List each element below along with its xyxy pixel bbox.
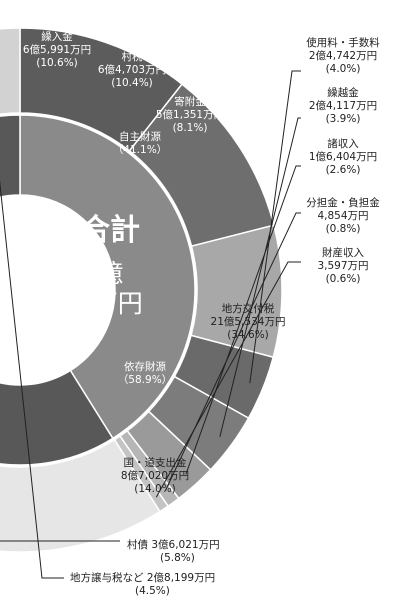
inner-slice-1 bbox=[0, 114, 114, 466]
label-inner-0: 自主財源（41.1%） bbox=[113, 130, 167, 156]
center-total-line1: 62億 bbox=[67, 259, 124, 288]
label-outer-11-leader bbox=[0, 180, 64, 579]
label-outer-2-line-0: 寄附金 bbox=[174, 95, 206, 108]
label-outer-0: 繰入金 6億5,991万円(10.6%) bbox=[23, 30, 91, 69]
label-outer-8: 地方交付税 21億5,534万円(34.6%) bbox=[211, 302, 286, 341]
label-outer-4-line-1: 2億4,117万円 bbox=[309, 99, 377, 112]
label-outer-4-leader bbox=[219, 117, 301, 437]
label-outer-8-line-0: 地方交付税 bbox=[222, 302, 275, 315]
label-outer-7-line-2: (0.6%) bbox=[326, 273, 361, 285]
label-outer-6-line-1: 4,854万円 bbox=[317, 210, 368, 222]
label-outer-2: 寄附金 5億1,351万円(8.1%) bbox=[156, 95, 224, 134]
label-outer-11: 地方譲与税など 2億8,199万円(4.5%) bbox=[70, 571, 215, 597]
label-outer-3-line-2: (4.0%) bbox=[326, 63, 361, 75]
label-outer-8-line-1: 21億5,534万円 bbox=[211, 315, 286, 328]
label-outer-8-line-2: (34.6%) bbox=[227, 329, 269, 341]
label-outer-6-line-0: 分担金・負担金 bbox=[306, 196, 380, 209]
label-outer-4-line-0: 繰越金 bbox=[327, 86, 359, 99]
label-outer-0-line-1: 6億5,991万円 bbox=[23, 43, 91, 56]
label-outer-3-line-0: 使用料・手数料 bbox=[306, 36, 380, 49]
label-outer-1-line-0: 村税 bbox=[122, 50, 143, 63]
label-outer-9-line-1: 8億7,020万円 bbox=[121, 469, 189, 482]
label-outer-9-line-2: (14.0%) bbox=[134, 483, 176, 495]
label-outer-2-line-1: 5億1,351万円 bbox=[156, 108, 224, 121]
label-outer-5-line-1: 1億6,404万円 bbox=[309, 150, 377, 163]
label-outer-6-line-2: (0.8%) bbox=[326, 223, 361, 235]
outer-ring bbox=[0, 27, 283, 553]
label-outer-0-line-0: 繰入金 bbox=[41, 30, 73, 43]
label-outer-11-line-1: (4.5%) bbox=[135, 585, 170, 597]
label-outer-0-line-2: (10.6%) bbox=[36, 57, 78, 69]
inner-slice-0 bbox=[19, 114, 196, 440]
label-outer-5-line-2: (2.6%) bbox=[326, 164, 361, 176]
label-outer-11-line-0: 地方譲与税など 2億8,199万円 bbox=[70, 571, 215, 584]
label-inner-0-line-1: （41.1%） bbox=[113, 144, 167, 156]
label-outer-10-leader bbox=[0, 540, 120, 542]
label-inner-1: 依存財源（58.9%） bbox=[118, 360, 172, 386]
label-outer-1-line-2: (10.4%) bbox=[111, 77, 153, 89]
label-outer-5-leader bbox=[185, 165, 301, 475]
label-outer-5: 諸収入 1億6,404万円(2.6%) bbox=[309, 137, 377, 176]
label-outer-1-line-1: 6億4,703万円 bbox=[98, 63, 166, 76]
center-total-line2: 2,533万円 bbox=[21, 289, 143, 318]
outer-slice-8 bbox=[0, 438, 161, 553]
center-title: 歳入合計 bbox=[20, 213, 140, 248]
label-outer-4: 繰越金 2億4,117万円(3.9%) bbox=[309, 86, 377, 125]
label-outer-5-line-0: 諸収入 bbox=[327, 137, 359, 150]
label-outer-10-line-0: 村債 3億6,021万円 bbox=[127, 538, 220, 551]
label-inner-1-line-0: 依存財源 bbox=[124, 360, 166, 373]
leader-lines bbox=[0, 70, 301, 579]
slice-labels: 自主財源（41.1%） 依存財源（58.9%） 繰入金 6億5,991万円(10.6%… bbox=[23, 30, 380, 597]
inner-ring bbox=[0, 114, 196, 466]
label-outer-10: 村債 3億6,021万円(5.8%) bbox=[127, 538, 220, 564]
label-outer-7: 財産収入 3,597万円(0.6%) bbox=[317, 246, 368, 285]
label-outer-6-leader bbox=[164, 212, 301, 492]
label-inner-1-line-1: （58.9%） bbox=[118, 374, 172, 386]
label-outer-7-line-0: 財産収入 bbox=[322, 246, 364, 259]
label-outer-2-line-2: (8.1%) bbox=[173, 122, 208, 134]
label-outer-6: 分担金・負担金 4,854万円(0.8%) bbox=[306, 196, 380, 235]
label-outer-3-line-1: 2億4,742万円 bbox=[309, 49, 377, 62]
label-outer-3-leader bbox=[249, 70, 301, 384]
label-outer-4-line-2: (3.9%) bbox=[326, 113, 361, 125]
label-outer-9-line-0: 国・道支出金 bbox=[124, 456, 187, 469]
outer-slice-11 bbox=[0, 27, 21, 115]
label-outer-10-line-1: (5.8%) bbox=[160, 552, 195, 564]
label-outer-1: 村税 6億4,703万円(10.4%) bbox=[98, 50, 166, 89]
label-inner-0-line-0: 自主財源 bbox=[119, 130, 161, 143]
label-outer-9: 国・道支出金 8億7,020万円(14.0%) bbox=[121, 456, 189, 495]
label-outer-7-leader bbox=[155, 261, 301, 498]
label-outer-7-line-1: 3,597万円 bbox=[317, 260, 368, 272]
label-outer-3: 使用料・手数料 2億4,742万円(4.0%) bbox=[306, 36, 380, 75]
